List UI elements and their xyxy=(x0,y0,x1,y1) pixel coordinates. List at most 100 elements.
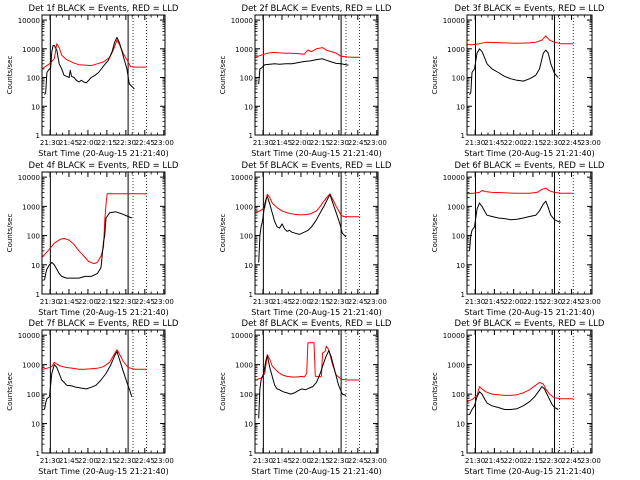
x-tick-label: 21:30 xyxy=(40,298,60,306)
series-line-lld xyxy=(254,342,360,381)
x-tick-label: 22:30 xyxy=(542,298,562,306)
x-tick-label: 23:00 xyxy=(581,139,601,147)
chart-panel-9: Det 9f BLACK = Events, RED = LLD Counts/s… xyxy=(431,319,605,476)
chart-panel-2: Det 2f BLACK = Events, RED = LLD Counts/s… xyxy=(219,4,392,158)
y-axis-label: Counts/sec xyxy=(431,56,439,95)
x-tick-label: 21:45 xyxy=(59,139,79,147)
x-tick-label: 22:45 xyxy=(348,298,368,306)
chart-title: Det 8f BLACK = Events, RED = LLD xyxy=(242,319,392,329)
y-tick-label: 1 xyxy=(36,291,40,299)
chart-panel-5: Det 5f BLACK = Events, RED = LLD Counts/s… xyxy=(219,161,392,317)
x-tick-label: 21:45 xyxy=(484,457,504,465)
x-tick-label: 22:30 xyxy=(542,457,562,465)
series-line-events xyxy=(469,200,561,251)
y-axis-label: Counts/sec xyxy=(219,214,227,253)
chart-panel-3: Det 3f BLACK = Events, RED = LLD Counts/s… xyxy=(431,4,605,158)
chart-panel-1: Det 1f BLACK = Events, RED = LLD Counts/s… xyxy=(6,4,179,158)
x-axis-label: Start Time (20-Aug-15 21:21:40) xyxy=(464,308,595,317)
x-tick-label: 21:45 xyxy=(484,298,504,306)
x-tick-label: 22:15 xyxy=(97,298,117,306)
x-tick-label: 22:30 xyxy=(116,457,136,465)
x-tick-label: 22:15 xyxy=(97,457,117,465)
y-axis-label: Counts/sec xyxy=(431,214,439,253)
x-axis-label: Start Time (20-Aug-15 21:21:40) xyxy=(251,149,382,158)
x-tick-label: 21:45 xyxy=(484,139,504,147)
series-line-lld xyxy=(41,349,147,370)
y-tick-label: 1000 xyxy=(447,203,465,211)
x-tick-label: 21:45 xyxy=(59,298,79,306)
plot-frame xyxy=(254,171,379,295)
x-tick-label: 22:00 xyxy=(291,457,311,465)
y-tick-label: 1000 xyxy=(22,203,40,211)
y-axis-label: Counts/sec xyxy=(431,372,439,411)
series-line-lld xyxy=(467,35,574,46)
y-tick-label: 10000 xyxy=(18,17,40,25)
chart-panel-4: Det 4f BLACK = Events, RED = LLD Counts/s… xyxy=(6,161,179,317)
x-axis-label: Start Time (20-Aug-15 21:21:40) xyxy=(38,308,169,317)
x-tick-label: 22:45 xyxy=(348,139,368,147)
y-axis-label: Counts/sec xyxy=(6,214,14,253)
y-tick-label: 10 xyxy=(31,103,40,111)
x-tick-label: 22:45 xyxy=(561,457,581,465)
y-tick-label: 10 xyxy=(456,262,465,270)
y-tick-label: 10000 xyxy=(443,332,465,340)
x-tick-label: 23:00 xyxy=(367,139,387,147)
x-tick-label: 21:30 xyxy=(253,139,273,147)
plot-frame xyxy=(466,14,593,136)
plot-frame xyxy=(254,329,379,454)
x-axis-label: Start Time (20-Aug-15 21:21:40) xyxy=(464,467,595,476)
x-tick-label: 22:45 xyxy=(561,139,581,147)
y-tick-label: 1 xyxy=(461,291,465,299)
y-tick-label: 1 xyxy=(249,291,253,299)
y-tick-label: 100 xyxy=(452,391,465,399)
series-line-lld xyxy=(254,47,360,58)
y-tick-label: 10 xyxy=(244,103,253,111)
x-tick-label: 21:45 xyxy=(272,457,292,465)
x-tick-label: 23:00 xyxy=(367,298,387,306)
y-tick-label: 10 xyxy=(244,262,253,270)
x-tick-label: 23:00 xyxy=(581,298,601,306)
series-line-lld xyxy=(41,193,147,265)
x-tick-label: 21:45 xyxy=(59,457,79,465)
x-tick-label: 22:00 xyxy=(291,298,311,306)
plot-frame xyxy=(466,329,593,454)
y-tick-label: 1 xyxy=(249,132,253,140)
x-tick-label: 22:45 xyxy=(135,139,155,147)
plot-frame xyxy=(41,171,166,295)
x-tick-label: 22:15 xyxy=(523,139,543,147)
series-line-events xyxy=(44,36,135,96)
series-line-lld xyxy=(466,381,574,403)
x-tick-label: 22:00 xyxy=(504,457,524,465)
y-axis-label: Counts/sec xyxy=(6,56,14,95)
series-line-events xyxy=(44,351,133,410)
x-tick-label: 23:00 xyxy=(154,139,174,147)
chart-title: Det 6f BLACK = Events, RED = LLD xyxy=(455,161,605,171)
y-tick-label: 100 xyxy=(452,75,465,83)
y-tick-label: 1000 xyxy=(447,46,465,54)
x-tick-label: 22:45 xyxy=(561,298,581,306)
plot-frame xyxy=(254,14,379,136)
y-tick-label: 10 xyxy=(31,421,40,429)
y-tick-label: 1000 xyxy=(447,362,465,370)
x-tick-label: 22:45 xyxy=(348,457,368,465)
chart-panel-7: Det 7f BLACK = Events, RED = LLD Counts/s… xyxy=(6,319,179,476)
series-line-lld xyxy=(41,39,147,70)
x-tick-label: 22:00 xyxy=(504,298,524,306)
series-line-events xyxy=(258,194,347,263)
x-tick-label: 23:00 xyxy=(154,457,174,465)
x-tick-label: 22:30 xyxy=(542,139,562,147)
y-tick-label: 1000 xyxy=(22,46,40,54)
chart-title: Det 3f BLACK = Events, RED = LLD xyxy=(455,4,605,14)
series-line-events xyxy=(258,350,347,419)
y-tick-label: 10000 xyxy=(443,17,465,25)
x-tick-label: 21:30 xyxy=(465,298,485,306)
y-tick-label: 100 xyxy=(27,75,40,83)
y-tick-label: 10000 xyxy=(18,332,40,340)
x-tick-label: 23:00 xyxy=(581,457,601,465)
chart-title: Det 5f BLACK = Events, RED = LLD xyxy=(242,161,392,171)
y-tick-label: 1 xyxy=(461,450,465,458)
series-line-events xyxy=(469,48,559,96)
x-tick-label: 22:15 xyxy=(310,298,330,306)
y-tick-label: 100 xyxy=(27,233,40,241)
